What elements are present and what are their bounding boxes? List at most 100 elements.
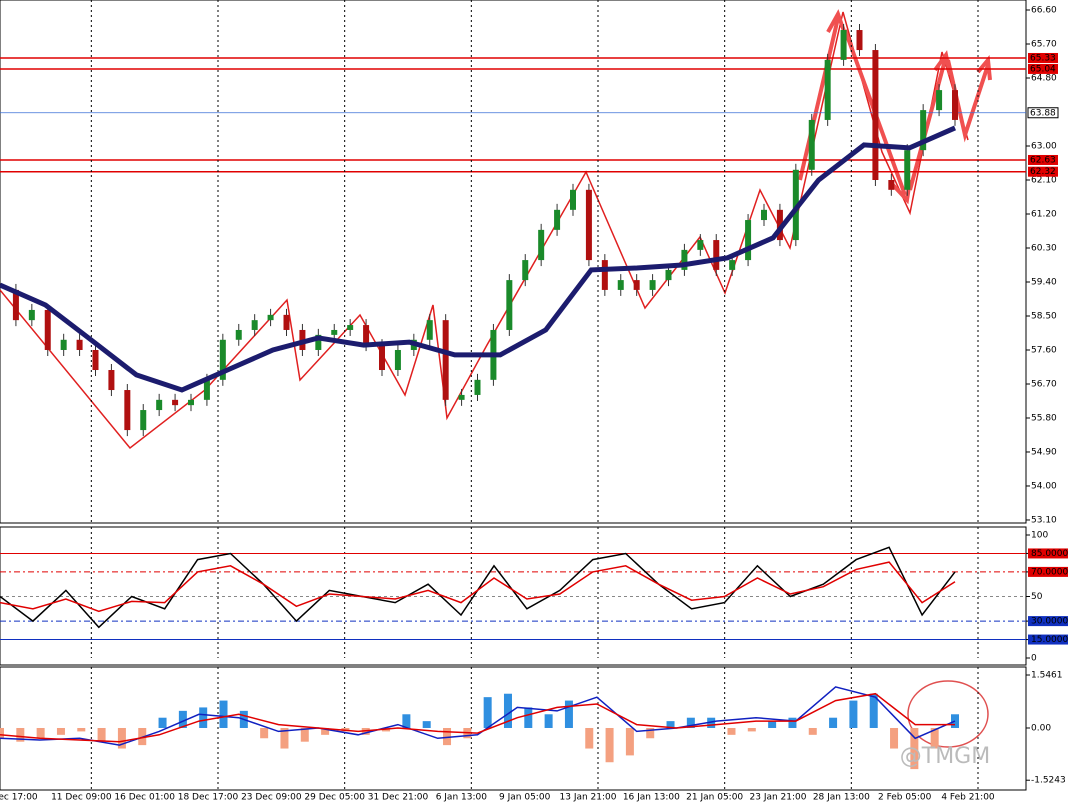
candle (952, 90, 958, 120)
level-label: 62.63 (1030, 155, 1056, 165)
x-tick-label: ec 17:00 (0, 793, 38, 803)
candle (12, 289, 19, 321)
candle (856, 30, 863, 51)
level-label: 65.33 (1030, 53, 1056, 63)
candle (426, 320, 433, 340)
y-tick-label: 56.70 (1031, 379, 1057, 389)
candle (617, 280, 624, 290)
y-tick-label: 54.00 (1031, 481, 1057, 491)
candle (347, 325, 354, 330)
x-tick-label: 21 Jan 05:00 (686, 793, 743, 803)
histogram-bar (77, 727, 86, 732)
y-tick-label: 63.00 (1031, 142, 1057, 152)
histogram-bar (16, 727, 25, 742)
level-label: 63.88 (1030, 108, 1056, 118)
series-line (0, 692, 955, 743)
level-box (1028, 548, 1068, 559)
candle (776, 209, 783, 241)
level-box (1028, 616, 1068, 627)
histogram-bar (280, 727, 289, 749)
histogram-bar (483, 697, 492, 728)
level-box (1028, 566, 1068, 577)
histogram-bar (869, 693, 878, 728)
histogram-bar (544, 714, 553, 728)
candle (156, 399, 163, 411)
candle (761, 209, 767, 221)
candle (44, 309, 51, 350)
series-line (0, 546, 956, 629)
candle (60, 339, 67, 350)
candle (76, 339, 83, 350)
candle (872, 50, 879, 180)
histogram-bar (910, 727, 919, 770)
histogram-bar (686, 717, 695, 728)
candle (888, 179, 895, 190)
candle (936, 90, 943, 111)
histogram-bar (727, 727, 736, 735)
series-line (0, 125, 957, 393)
y-tick-label: 70.0000 (1031, 567, 1068, 577)
histogram-bar (585, 727, 594, 749)
histogram-bar (97, 727, 106, 742)
y-tick-label: 85.0000 (1031, 549, 1068, 559)
candle (585, 189, 592, 261)
y-tick-label: 55.80 (1031, 413, 1057, 423)
histogram-bar (707, 717, 716, 728)
x-tick-label: 28 Jan 13:00 (813, 793, 870, 803)
histogram-bar (117, 727, 126, 749)
candle (315, 334, 322, 350)
histogram-bar (666, 721, 675, 728)
series-line (0, 561, 956, 613)
candle (681, 249, 688, 270)
y-tick-label: 58.50 (1031, 311, 1057, 321)
histogram-bar (646, 727, 655, 739)
histogram-bar (625, 727, 634, 756)
candle (124, 390, 131, 431)
histogram-bar (158, 717, 167, 728)
histogram-bar (788, 717, 797, 728)
histogram-bar (402, 714, 411, 728)
candle (235, 329, 242, 340)
candle (649, 280, 656, 290)
x-tick-label: 11 Dec 09:00 (51, 793, 112, 803)
level-label: 62.32 (1030, 167, 1056, 177)
y-tick-label: 57.60 (1031, 345, 1057, 355)
x-tick-label: 18 Dec 17:00 (178, 793, 239, 803)
candle (188, 399, 194, 406)
x-tick-label: 2 Feb 05:00 (878, 793, 932, 803)
candle (522, 260, 529, 281)
level-box (1028, 154, 1058, 165)
level-box (1028, 166, 1058, 177)
y-tick-label: 53.10 (1031, 515, 1057, 525)
y-tick-label: 100 (1031, 531, 1048, 541)
candle (363, 325, 370, 346)
histogram-bar (443, 727, 452, 746)
x-tick-label: 6 Jan 13:00 (436, 793, 488, 803)
y-tick-label: 30.0000 (1031, 617, 1068, 627)
y-tick-label: -1.5243 (1031, 776, 1066, 786)
histogram-bar (605, 727, 614, 763)
histogram-bar (524, 707, 533, 728)
candle (219, 339, 226, 380)
histogram-bar (300, 727, 309, 742)
candle (570, 189, 576, 210)
y-tick-label: 62.10 (1031, 175, 1057, 185)
x-tick-label: 23 Dec 09:00 (241, 793, 302, 803)
candle (506, 280, 513, 330)
candle (394, 349, 401, 371)
y-tick-label: 65.70 (1031, 40, 1057, 50)
histogram-bar (36, 727, 45, 739)
x-tick-label: 16 Jan 13:00 (623, 793, 680, 803)
y-tick-label: 64.80 (1031, 74, 1057, 84)
level-box (1027, 107, 1059, 119)
macd-panel (0, 666, 1027, 791)
histogram-bar (890, 727, 899, 749)
candle (458, 394, 465, 400)
x-tick-label: 23 Jan 21:00 (750, 793, 807, 803)
histogram-bar (768, 721, 777, 728)
candle (283, 314, 290, 330)
candle (442, 320, 449, 400)
y-tick-label: 61.20 (1031, 209, 1057, 219)
candle (474, 379, 481, 395)
